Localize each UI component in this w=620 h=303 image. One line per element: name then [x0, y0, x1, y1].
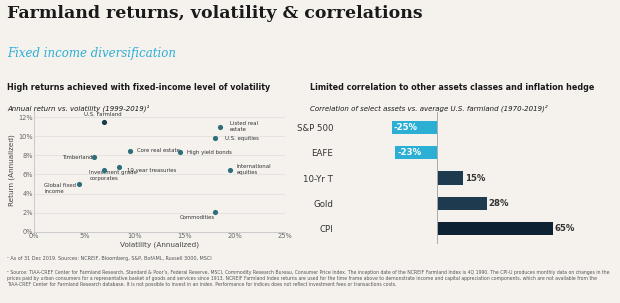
Point: [99, 167, 109, 172]
Text: U.S. equities: U.S. equities: [225, 136, 259, 141]
Text: Investment grade
corporates: Investment grade corporates: [89, 170, 137, 181]
Text: Global fixed
income: Global fixed income: [44, 183, 76, 194]
Text: Farmland returns, volatility & correlations: Farmland returns, volatility & correlati…: [7, 5, 423, 22]
Text: 65%: 65%: [555, 224, 575, 233]
Text: Core real estate: Core real estate: [136, 148, 179, 153]
Text: Commodities: Commodities: [180, 215, 215, 220]
Text: ² Source: TIAA-CREF Center for Farmland Research, Standard & Poor’s, Federal Res: ² Source: TIAA-CREF Center for Farmland …: [7, 270, 610, 287]
Text: -23%: -23%: [397, 148, 421, 157]
Text: High returns achieved with fixed-income level of volatility: High returns achieved with fixed-income …: [7, 83, 271, 92]
Text: 10 year treasuries: 10 year treasuries: [126, 168, 175, 173]
Text: Listed real
estate: Listed real estate: [230, 121, 258, 132]
Text: High yield bonds: High yield bonds: [187, 150, 232, 155]
Text: Annual return vs. volatility (1999-2019)¹: Annual return vs. volatility (1999-2019)…: [7, 105, 149, 112]
Point: [74, 181, 84, 186]
Point: [99, 119, 109, 124]
X-axis label: Volatility (Annualized): Volatility (Annualized): [120, 242, 199, 248]
Text: Limited correlation to other assets classes and inflation hedge: Limited correlation to other assets clas…: [310, 83, 595, 92]
Text: ¹ As of 31 Dec 2019. Sources: NCREIF, Bloomberg, S&P, BofAML, Russell 3000, MSCI: ¹ As of 31 Dec 2019. Sources: NCREIF, Bl…: [7, 256, 212, 261]
Bar: [396, 146, 436, 159]
Point: [89, 155, 99, 160]
Point: [115, 165, 125, 169]
Point: [125, 148, 135, 153]
Point: [225, 167, 235, 172]
Point: [175, 150, 185, 155]
Bar: [392, 121, 436, 134]
Point: [210, 209, 220, 214]
Text: 28%: 28%: [489, 199, 509, 208]
Bar: [436, 197, 487, 210]
Bar: [436, 171, 463, 185]
Text: -25%: -25%: [394, 123, 417, 132]
Text: International
equities: International equities: [237, 164, 272, 175]
Point: [210, 136, 220, 141]
Text: U.S. Farmland: U.S. Farmland: [84, 112, 122, 117]
Text: Fixed income diversification: Fixed income diversification: [7, 47, 177, 60]
Text: Correlation of select assets vs. average U.S. farmland (1970-2019)²: Correlation of select assets vs. average…: [310, 105, 547, 112]
Text: Timberland: Timberland: [62, 155, 93, 160]
Point: [215, 124, 225, 129]
Y-axis label: Return (Annualized): Return (Annualized): [9, 134, 16, 205]
Text: 15%: 15%: [465, 174, 485, 182]
Bar: [436, 222, 553, 235]
